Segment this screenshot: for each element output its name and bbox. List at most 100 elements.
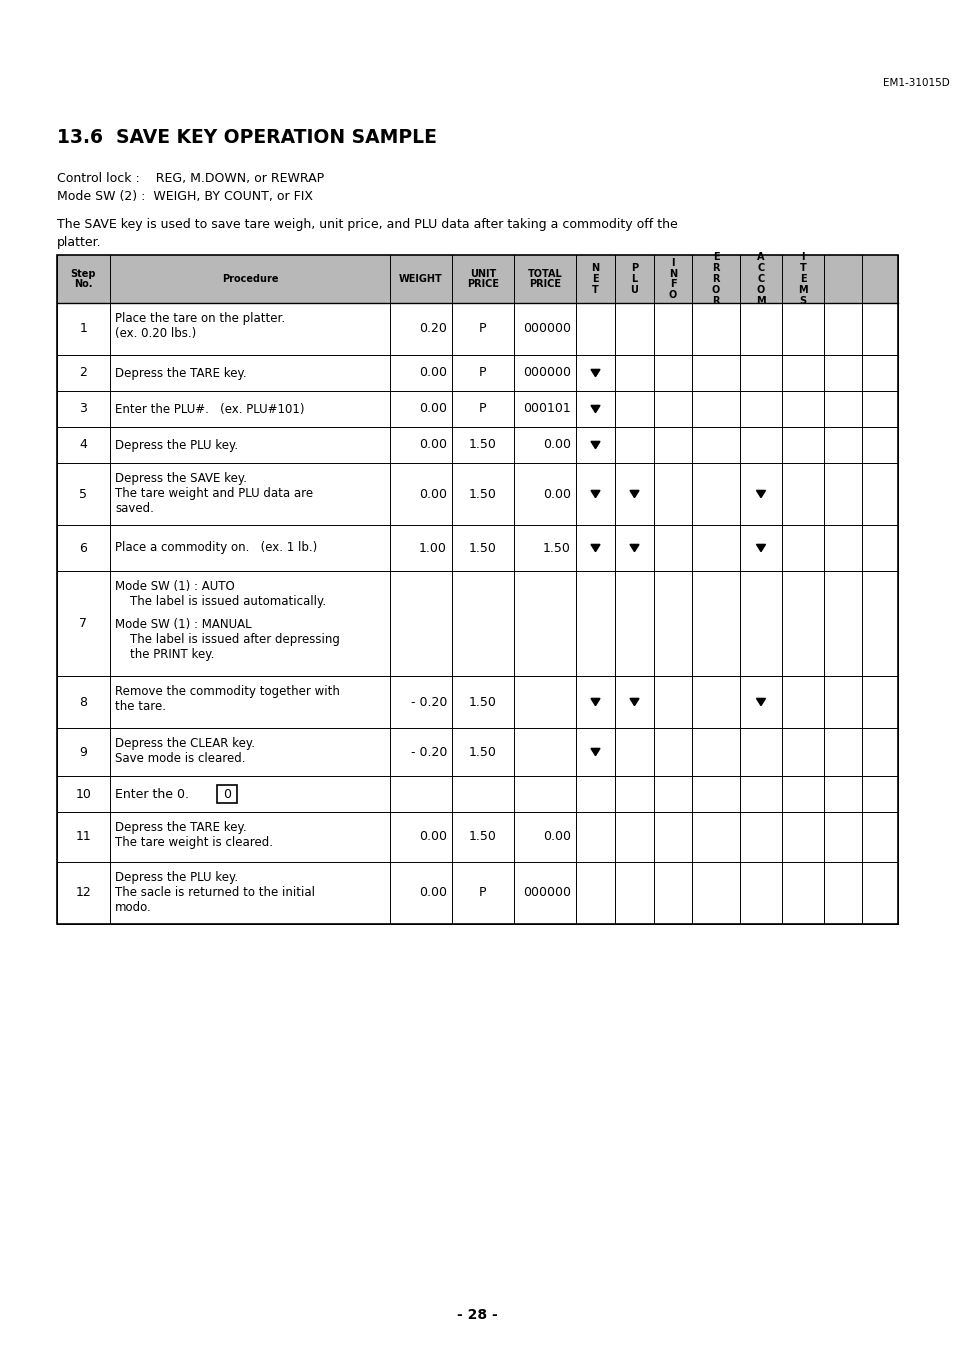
Text: P: P — [478, 403, 486, 415]
Text: 1.50: 1.50 — [469, 488, 497, 500]
Text: TOTAL
PRICE: TOTAL PRICE — [527, 268, 561, 290]
Text: 0.00: 0.00 — [418, 403, 447, 415]
Text: 3: 3 — [79, 403, 88, 415]
Bar — [57, 861, 897, 923]
Polygon shape — [629, 545, 639, 551]
Text: The tare weight and PLU data are: The tare weight and PLU data are — [115, 487, 313, 500]
Text: Remove the commodity together with: Remove the commodity together with — [115, 685, 339, 698]
Text: 1.50: 1.50 — [469, 696, 497, 709]
Text: Depress the CLEAR key.: Depress the CLEAR key. — [115, 737, 254, 749]
Text: - 0.20: - 0.20 — [410, 745, 447, 759]
Text: 0.00: 0.00 — [542, 830, 571, 844]
Bar — [57, 427, 897, 462]
Polygon shape — [590, 441, 599, 449]
Polygon shape — [590, 491, 599, 497]
Text: 11: 11 — [75, 830, 91, 844]
Text: 4: 4 — [79, 438, 88, 452]
Text: 6: 6 — [79, 542, 88, 554]
Text: modo.: modo. — [115, 900, 152, 914]
Text: the tare.: the tare. — [115, 700, 166, 713]
Bar — [57, 572, 897, 675]
Polygon shape — [590, 748, 599, 756]
Text: 000101: 000101 — [522, 403, 571, 415]
Polygon shape — [590, 545, 599, 551]
Text: 0.00: 0.00 — [418, 887, 447, 899]
Text: The sacle is returned to the initial: The sacle is returned to the initial — [115, 886, 314, 899]
Bar — [216, 785, 236, 803]
Text: 2: 2 — [79, 367, 88, 380]
Bar — [57, 675, 897, 728]
Text: P: P — [478, 322, 486, 336]
Text: 000000: 000000 — [522, 367, 571, 380]
Text: (ex. 0.20 lbs.): (ex. 0.20 lbs.) — [115, 328, 196, 340]
Text: The SAVE key is used to save tare weigh, unit price, and PLU data after taking a: The SAVE key is used to save tare weigh,… — [57, 218, 677, 231]
Text: 1.50: 1.50 — [469, 830, 497, 844]
Text: WEIGHT: WEIGHT — [398, 274, 442, 284]
Text: N
E
T: N E T — [591, 263, 598, 295]
Polygon shape — [756, 545, 764, 551]
Text: Depress the TARE key.: Depress the TARE key. — [115, 821, 247, 834]
Text: 000000: 000000 — [522, 322, 571, 336]
Text: The tare weight is cleared.: The tare weight is cleared. — [115, 836, 273, 849]
Text: Mode SW (2) :  WEIGH, BY COUNT, or FIX: Mode SW (2) : WEIGH, BY COUNT, or FIX — [57, 190, 313, 204]
Bar — [57, 391, 897, 427]
Polygon shape — [590, 406, 599, 412]
Text: 1: 1 — [79, 322, 88, 336]
Text: Depress the PLU key.: Depress the PLU key. — [115, 438, 238, 452]
Text: 1.50: 1.50 — [469, 542, 497, 554]
Text: 7: 7 — [79, 617, 88, 630]
Text: Place a commodity on.   (ex. 1 lb.): Place a commodity on. (ex. 1 lb.) — [115, 542, 317, 554]
Polygon shape — [756, 698, 764, 705]
Text: The label is issued after depressing: The label is issued after depressing — [115, 634, 339, 646]
Text: 0.00: 0.00 — [418, 438, 447, 452]
Text: Place the tare on the platter.: Place the tare on the platter. — [115, 311, 285, 325]
Text: - 0.20: - 0.20 — [410, 696, 447, 709]
Bar — [57, 811, 897, 861]
Text: 10: 10 — [75, 787, 91, 801]
Bar — [57, 255, 897, 303]
Text: platter.: platter. — [57, 236, 102, 249]
Text: UNIT
PRICE: UNIT PRICE — [467, 268, 498, 290]
Text: 0.00: 0.00 — [418, 488, 447, 500]
Text: Depress the PLU key.: Depress the PLU key. — [115, 871, 238, 884]
Text: saved.: saved. — [115, 501, 153, 515]
Text: P: P — [478, 887, 486, 899]
Text: P
L
U: P L U — [630, 263, 638, 295]
Text: Enter the 0.: Enter the 0. — [115, 787, 189, 801]
Text: Enter the PLU#.   (ex. PLU#101): Enter the PLU#. (ex. PLU#101) — [115, 403, 304, 415]
Text: 0.00: 0.00 — [542, 488, 571, 500]
Bar — [57, 355, 897, 391]
Bar — [57, 776, 897, 811]
Text: 5: 5 — [79, 488, 88, 500]
Text: 0.00: 0.00 — [542, 438, 571, 452]
Text: 1.50: 1.50 — [542, 542, 571, 554]
Text: EM1-31015D: EM1-31015D — [882, 78, 949, 88]
Text: 1.50: 1.50 — [469, 438, 497, 452]
Polygon shape — [629, 698, 639, 705]
Polygon shape — [629, 491, 639, 497]
Text: Depress the TARE key.: Depress the TARE key. — [115, 367, 247, 380]
Text: Procedure: Procedure — [221, 274, 278, 284]
Polygon shape — [590, 369, 599, 376]
Text: Depress the SAVE key.: Depress the SAVE key. — [115, 472, 247, 485]
Text: 0.00: 0.00 — [418, 830, 447, 844]
Text: 1.50: 1.50 — [469, 745, 497, 759]
Text: I
T
E
M
S: I T E M S — [798, 252, 807, 306]
Text: 9: 9 — [79, 745, 88, 759]
Polygon shape — [590, 698, 599, 705]
Text: Control lock :    REG, M.DOWN, or REWRAP: Control lock : REG, M.DOWN, or REWRAP — [57, 173, 324, 185]
Text: I
N
F
O: I N F O — [668, 257, 677, 301]
Text: the PRINT key.: the PRINT key. — [115, 648, 214, 661]
Text: Step
No.: Step No. — [71, 268, 96, 290]
Bar — [57, 728, 897, 776]
Text: A
C
C
O
M: A C C O M — [756, 252, 765, 306]
Text: 0: 0 — [223, 787, 231, 801]
Text: 1.00: 1.00 — [418, 542, 447, 554]
Text: P: P — [478, 367, 486, 380]
Bar — [57, 303, 897, 355]
Text: E
R
R
O
R: E R R O R — [711, 252, 720, 306]
Text: 000000: 000000 — [522, 887, 571, 899]
Bar — [57, 255, 897, 923]
Text: - 28 -: - 28 - — [456, 1308, 497, 1322]
Text: Mode SW (1) : AUTO: Mode SW (1) : AUTO — [115, 580, 234, 593]
